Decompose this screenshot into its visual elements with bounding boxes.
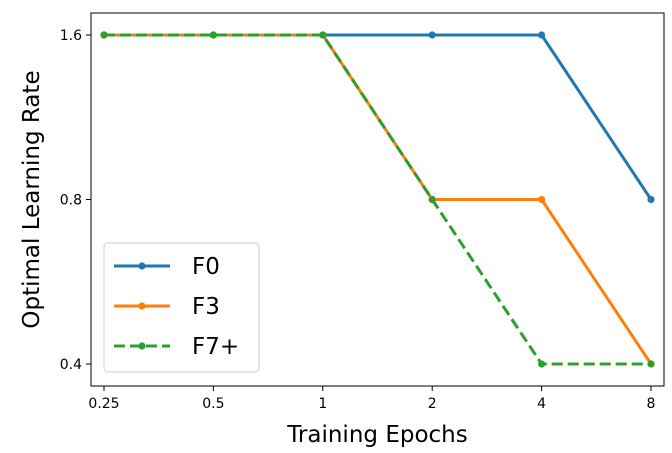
data-point — [538, 31, 546, 39]
series-layer — [100, 31, 655, 368]
x-axis-label: Training Epochs — [286, 422, 467, 448]
data-point — [319, 31, 327, 39]
x-tick-label: 0.25 — [88, 396, 119, 412]
x-axis-ticks: 0.25 0.5 1 2 4 8 — [88, 386, 655, 412]
x-tick-label: 8 — [647, 396, 656, 412]
y-tick-label: 1.6 — [60, 28, 82, 44]
y-axis-ticks: 0.4 0.8 1.6 — [60, 28, 91, 373]
data-point — [428, 195, 436, 204]
y-tick-label: 0.4 — [60, 357, 82, 373]
legend-marker — [138, 342, 146, 350]
legend-box — [103, 242, 260, 373]
data-point — [428, 31, 436, 39]
series-line-f3 — [102, 33, 653, 366]
y-axis-label: Optimal Learning Rate — [19, 70, 45, 328]
data-point — [647, 195, 655, 204]
x-tick-label: 4 — [537, 396, 546, 412]
series-line-f7 — [104, 33, 651, 366]
legend-marker — [138, 262, 146, 270]
data-point — [209, 31, 217, 39]
x-tick-label: 2 — [428, 396, 437, 412]
legend: F0 F3 F7+ — [103, 242, 260, 373]
x-tick-label: 0.5 — [202, 396, 224, 412]
data-point — [647, 360, 655, 368]
y-tick-label: 0.8 — [60, 193, 82, 209]
data-point — [100, 31, 108, 39]
data-point — [538, 195, 546, 204]
x-tick-label: 1 — [318, 396, 327, 412]
data-point — [538, 360, 546, 368]
legend-label: F3 — [192, 294, 220, 320]
legend-label: F7+ — [192, 334, 239, 360]
legend-marker — [138, 302, 146, 310]
legend-label: F0 — [192, 254, 220, 280]
